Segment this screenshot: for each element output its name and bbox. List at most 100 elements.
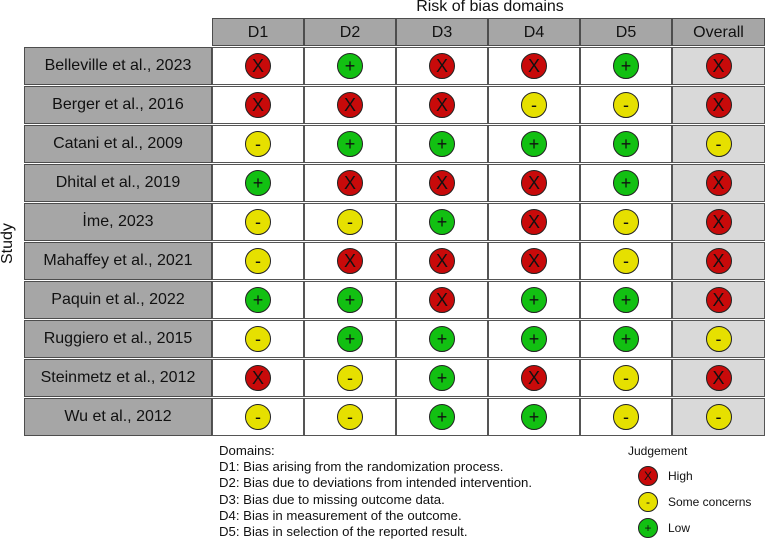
judgement-cell-d3: + (396, 320, 488, 358)
some-concerns-icon: - (613, 404, 639, 430)
judgement-cell-d4: + (488, 281, 580, 319)
judgement-cell-d4: X (488, 203, 580, 241)
some-concerns-icon: - (245, 131, 271, 157)
high-risk-icon: X (337, 92, 363, 118)
high-risk-icon: X (705, 248, 732, 274)
some-concerns-icon: - (245, 248, 271, 274)
some-concerns-icon: - (613, 209, 639, 235)
low-risk-icon: + (613, 170, 639, 196)
column-header-d5: D5 (580, 18, 672, 46)
page-title: Risk of bias domains (416, 0, 564, 15)
study-label: Berger et al., 2016 (24, 86, 212, 124)
low-risk-icon: + (521, 131, 547, 157)
judgement-cell-d2: + (304, 47, 396, 85)
high-risk-icon: X (521, 209, 547, 235)
judgement-cell-d3: + (396, 359, 488, 397)
some-concerns-icon: - (705, 326, 732, 352)
high-risk-icon: X (429, 53, 455, 79)
legend-label-some: Some concerns (668, 495, 752, 509)
high-risk-icon: X (245, 53, 271, 79)
judgement-cell-overall: X (672, 281, 765, 319)
study-label: Belleville et al., 2023 (24, 47, 212, 85)
judgement-cell-d3: X (396, 242, 488, 280)
judgement-cell-d2: + (304, 281, 396, 319)
judgement-legend: Judgement X High - Some concerns + Low (620, 444, 766, 544)
low-risk-icon: + (613, 131, 639, 157)
domain-item-d4: D4: Bias in measurement of the outcome. (219, 507, 462, 523)
judgement-cell-d3: X (396, 86, 488, 124)
study-label: Mahaffey et al., 2021 (24, 242, 212, 280)
high-risk-icon: X (245, 92, 271, 118)
judgement-cell-d5: + (580, 164, 672, 202)
domain-item-d2: D2: Bias due to deviations from intended… (219, 475, 533, 491)
judgement-cell-d2: X (304, 86, 396, 124)
low-risk-icon: + (613, 53, 639, 79)
domain-item-d1: D1: Bias arising from the randomization … (219, 459, 504, 475)
legend-label-high: High (668, 469, 693, 483)
low-risk-icon: + (429, 365, 455, 391)
some-concerns-icon: - (705, 131, 732, 157)
domain-item-d5: D5: Bias in selection of the reported re… (219, 524, 468, 540)
judgement-cell-d4: + (488, 398, 580, 436)
judgement-cell-d2: + (304, 320, 396, 358)
some-concerns-icon: - (521, 92, 547, 118)
low-risk-icon: + (429, 326, 455, 352)
some-concerns-icon: - (613, 248, 639, 274)
some-concerns-icon: - (245, 209, 271, 235)
judgement-cell-d2: + (304, 125, 396, 163)
judgement-cell-d1: X (212, 47, 304, 85)
judgement-cell-d5: + (580, 47, 672, 85)
study-label: Catani et al., 2009 (24, 125, 212, 163)
high-risk-icon: X (705, 53, 732, 79)
high-risk-icon: X (521, 53, 547, 79)
low-risk-icon: + (521, 287, 547, 313)
low-risk-icon: + (245, 287, 271, 313)
column-header-d2: D2 (304, 18, 396, 46)
some-concerns-icon: - (337, 209, 363, 235)
judgement-cell-d5: + (580, 125, 672, 163)
judgement-cell-d2: - (304, 398, 396, 436)
high-risk-icon: X (337, 170, 363, 196)
judgement-cell-d3: + (396, 398, 488, 436)
low-risk-icon: + (429, 209, 455, 235)
low-risk-icon: + (521, 326, 547, 352)
study-label: Wu et al., 2012 (24, 398, 212, 436)
some-concerns-icon: - (613, 365, 639, 391)
judgement-cell-overall: X (672, 86, 765, 124)
legend-title: Judgement (628, 444, 688, 458)
judgement-cell-d5: - (580, 203, 672, 241)
high-risk-icon: X (705, 287, 732, 313)
low-risk-icon: + (245, 170, 271, 196)
high-risk-icon: X (429, 170, 455, 196)
judgement-cell-d5: - (580, 398, 672, 436)
high-risk-icon: X (521, 365, 547, 391)
high-risk-icon: X (429, 248, 455, 274)
low-risk-icon: + (337, 326, 363, 352)
judgement-cell-overall: X (672, 359, 765, 397)
study-label: Ruggiero et al., 2015 (24, 320, 212, 358)
judgement-cell-overall: X (672, 164, 765, 202)
judgement-cell-d3: X (396, 47, 488, 85)
judgement-cell-d4: X (488, 164, 580, 202)
high-risk-icon: X (705, 209, 732, 235)
legend-label-low: Low (668, 521, 691, 535)
judgement-cell-d2: - (304, 359, 396, 397)
judgement-cell-d1: - (212, 125, 304, 163)
judgement-cell-d4: X (488, 47, 580, 85)
judgement-cell-d1: - (212, 242, 304, 280)
study-label: Paquin et al., 2022 (24, 281, 212, 319)
judgement-cell-overall: X (672, 47, 765, 85)
low-risk-icon: + (337, 131, 363, 157)
judgement-cell-d5: - (580, 86, 672, 124)
some-concerns-icon: - (337, 365, 363, 391)
judgement-cell-d1: X (212, 86, 304, 124)
judgement-cell-d2: X (304, 242, 396, 280)
some-concerns-icon: - (245, 326, 271, 352)
high-risk-icon: X (705, 92, 732, 118)
judgement-cell-d4: X (488, 359, 580, 397)
low-risk-icon: + (613, 287, 639, 313)
column-header-d4: D4 (488, 18, 580, 46)
legend-item-low: + Low (620, 518, 766, 544)
study-label: Steinmetz et al., 2012 (24, 359, 212, 397)
high-risk-icon: X (705, 170, 732, 196)
